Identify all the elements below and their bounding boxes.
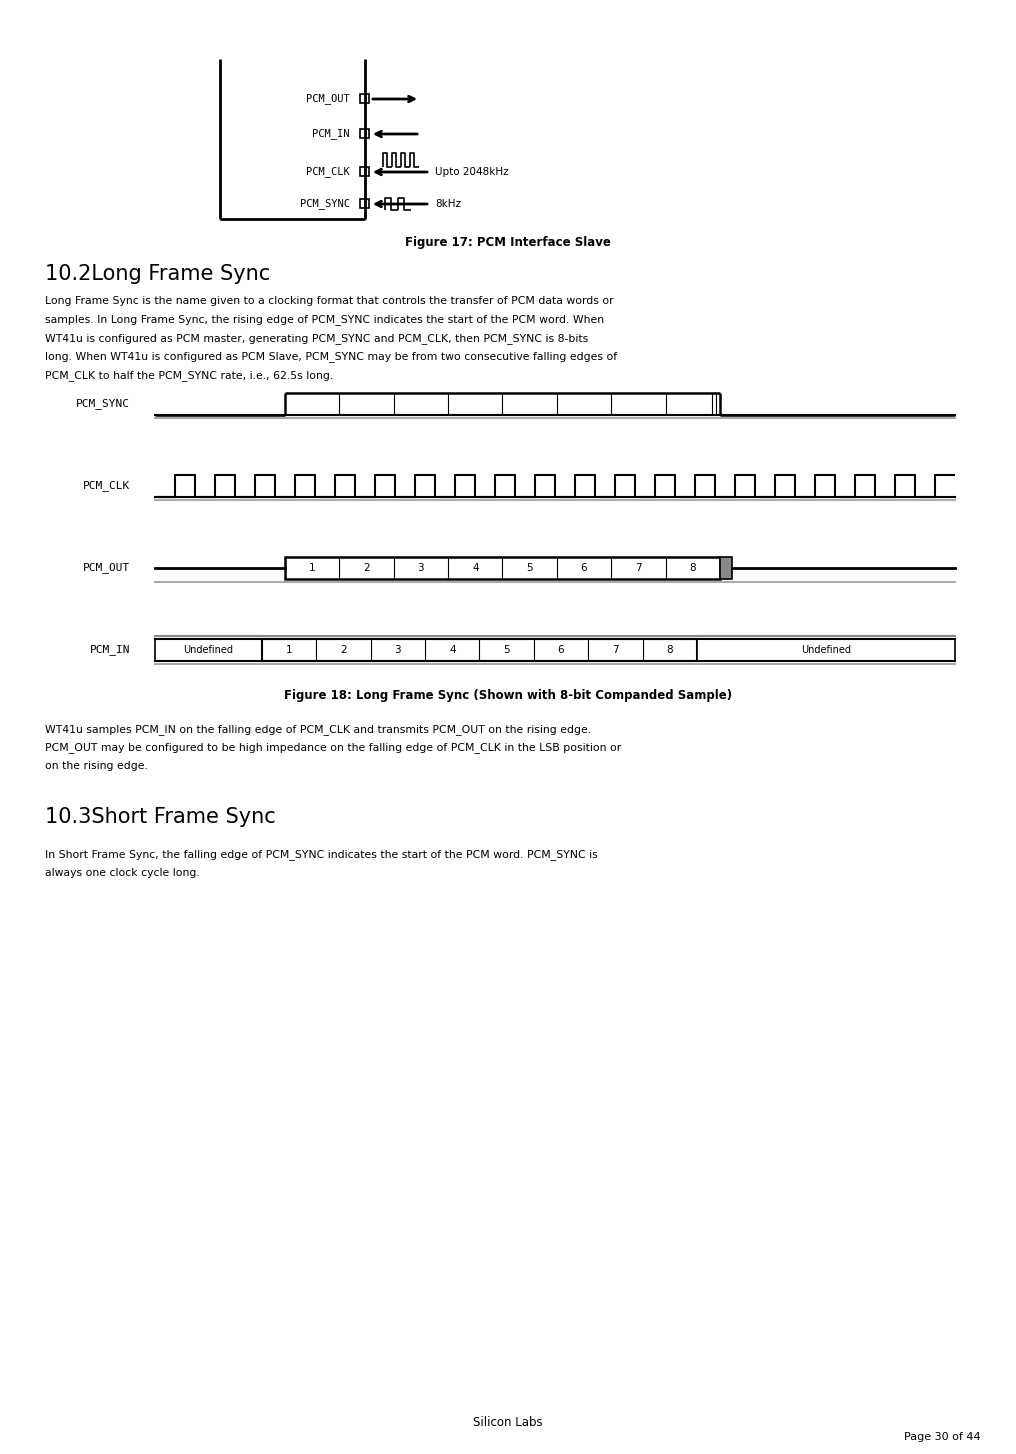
Text: 8kHz: 8kHz	[435, 199, 461, 209]
Text: PCM_IN: PCM_IN	[89, 644, 130, 656]
Bar	[262, 638, 697, 662]
Text: 4: 4	[449, 646, 455, 654]
Text: on the rising edge.: on the rising edge.	[45, 760, 148, 771]
Text: 7: 7	[612, 646, 619, 654]
Text: PCM_OUT: PCM_OUT	[82, 563, 130, 573]
Text: 6: 6	[558, 646, 564, 654]
Text: samples. In Long Frame Sync, the rising edge of PCM_SYNC indicates the start of : samples. In Long Frame Sync, the rising …	[45, 314, 605, 326]
Text: PCM_CLK: PCM_CLK	[82, 480, 130, 491]
Bar	[285, 557, 720, 579]
Text: PCM_OUT: PCM_OUT	[306, 93, 350, 105]
Bar	[697, 638, 955, 662]
Text: Long Frame Sync is the name given to a clocking format that controls the transfe: Long Frame Sync is the name given to a c…	[45, 297, 614, 305]
Text: 2: 2	[364, 563, 370, 573]
Text: Undefined: Undefined	[184, 646, 234, 654]
Text: 10.2Long Frame Sync: 10.2Long Frame Sync	[45, 265, 270, 284]
Text: In Short Frame Sync, the falling edge of PCM_SYNC indicates the start of the PCM: In Short Frame Sync, the falling edge of…	[45, 849, 597, 861]
Bar	[361, 95, 370, 103]
Text: 2: 2	[340, 646, 346, 654]
Text: PCM_SYNC: PCM_SYNC	[76, 398, 130, 410]
Text: WT41u samples PCM_IN on the falling edge of PCM_CLK and transmits PCM_OUT on the: WT41u samples PCM_IN on the falling edge…	[45, 724, 591, 734]
Text: 1: 1	[309, 563, 316, 573]
Text: 3: 3	[394, 646, 401, 654]
Text: PCM_OUT may be configured to be high impedance on the falling edge of PCM_CLK in: PCM_OUT may be configured to be high imp…	[45, 743, 621, 753]
Text: 10.3Short Frame Sync: 10.3Short Frame Sync	[45, 807, 275, 827]
Text: 8: 8	[666, 646, 674, 654]
Text: PCM_IN: PCM_IN	[313, 128, 350, 140]
Bar	[361, 129, 370, 138]
Text: 6: 6	[581, 563, 587, 573]
Text: PCM_CLK to half the PCM_SYNC rate, i.e., 62.5s long.: PCM_CLK to half the PCM_SYNC rate, i.e.,…	[45, 369, 333, 381]
Text: Upto 2048kHz: Upto 2048kHz	[435, 167, 509, 177]
Bar	[361, 167, 370, 176]
Text: long. When WT41u is configured as PCM Slave, PCM_SYNC may be from two consecutiv: long. When WT41u is configured as PCM Sl…	[45, 352, 617, 362]
Text: 5: 5	[503, 646, 510, 654]
Bar	[720, 557, 732, 579]
Text: Page 30 of 44: Page 30 of 44	[904, 1432, 981, 1442]
Text: 1: 1	[285, 646, 293, 654]
Text: Figure 17: PCM Interface Slave: Figure 17: PCM Interface Slave	[405, 236, 611, 249]
Text: 4: 4	[472, 563, 479, 573]
Text: PCM_SYNC: PCM_SYNC	[300, 199, 350, 209]
Text: 7: 7	[635, 563, 642, 573]
Bar	[361, 199, 370, 208]
Text: 3: 3	[418, 563, 425, 573]
Text: Silicon Labs: Silicon Labs	[473, 1416, 543, 1429]
Text: WT41u is configured as PCM master, generating PCM_SYNC and PCM_CLK, then PCM_SYN: WT41u is configured as PCM master, gener…	[45, 333, 588, 345]
Text: PCM_CLK: PCM_CLK	[306, 167, 350, 177]
Text: 5: 5	[526, 563, 533, 573]
Bar	[155, 638, 262, 662]
Text: Undefined: Undefined	[801, 646, 851, 654]
Text: Figure 18: Long Frame Sync (Shown with 8-bit Companded Sample): Figure 18: Long Frame Sync (Shown with 8…	[283, 689, 733, 702]
Text: 8: 8	[690, 563, 696, 573]
Text: always one clock cycle long.: always one clock cycle long.	[45, 868, 200, 878]
